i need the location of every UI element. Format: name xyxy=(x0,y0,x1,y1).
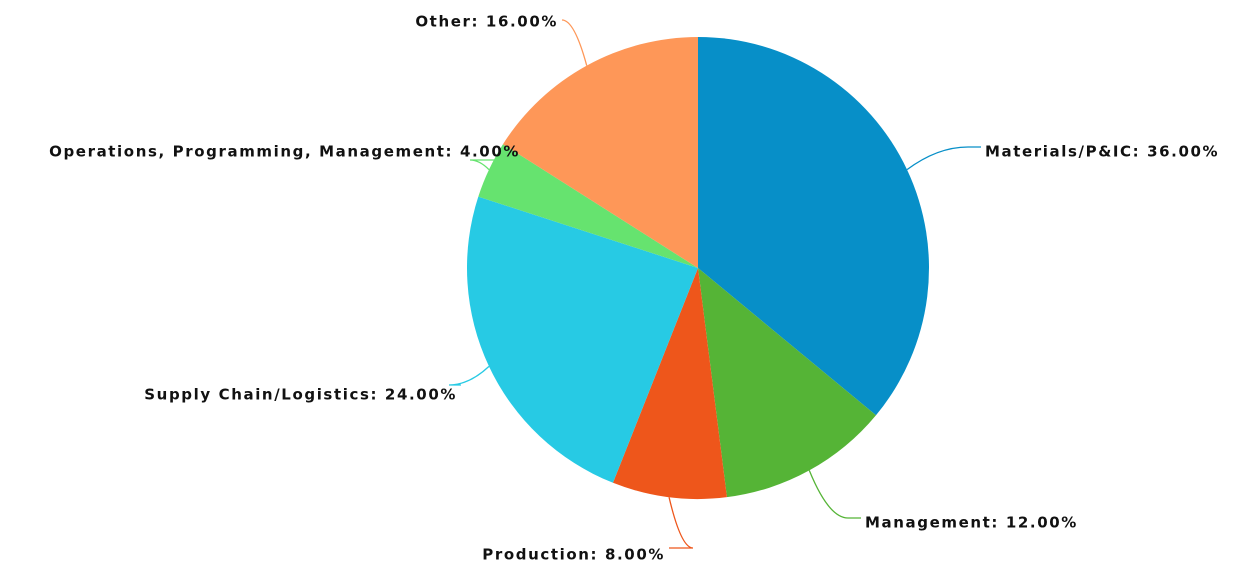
pie-slice xyxy=(698,37,929,416)
slice-label: Production: 8.00% xyxy=(482,546,665,564)
slice-label: Management: 12.00% xyxy=(865,514,1078,532)
pie-slice xyxy=(478,144,698,268)
slice-label: Materials/P&IC: 36.00% xyxy=(985,143,1219,161)
pie-slice xyxy=(502,37,698,268)
pie-slice xyxy=(612,268,727,499)
leader-line xyxy=(668,497,694,549)
leader-line xyxy=(906,146,981,171)
pie-slice xyxy=(467,196,698,483)
slice-label: Operations, Programming, Management: 4.0… xyxy=(49,143,520,161)
leader-line xyxy=(448,365,490,386)
leader-line xyxy=(808,470,861,519)
pie-slice xyxy=(698,268,876,498)
leader-line xyxy=(469,159,524,171)
slice-label: Supply Chain/Logistics: 24.00% xyxy=(144,386,457,404)
leader-line xyxy=(561,19,588,66)
slice-label: Other: 16.00% xyxy=(415,13,558,31)
